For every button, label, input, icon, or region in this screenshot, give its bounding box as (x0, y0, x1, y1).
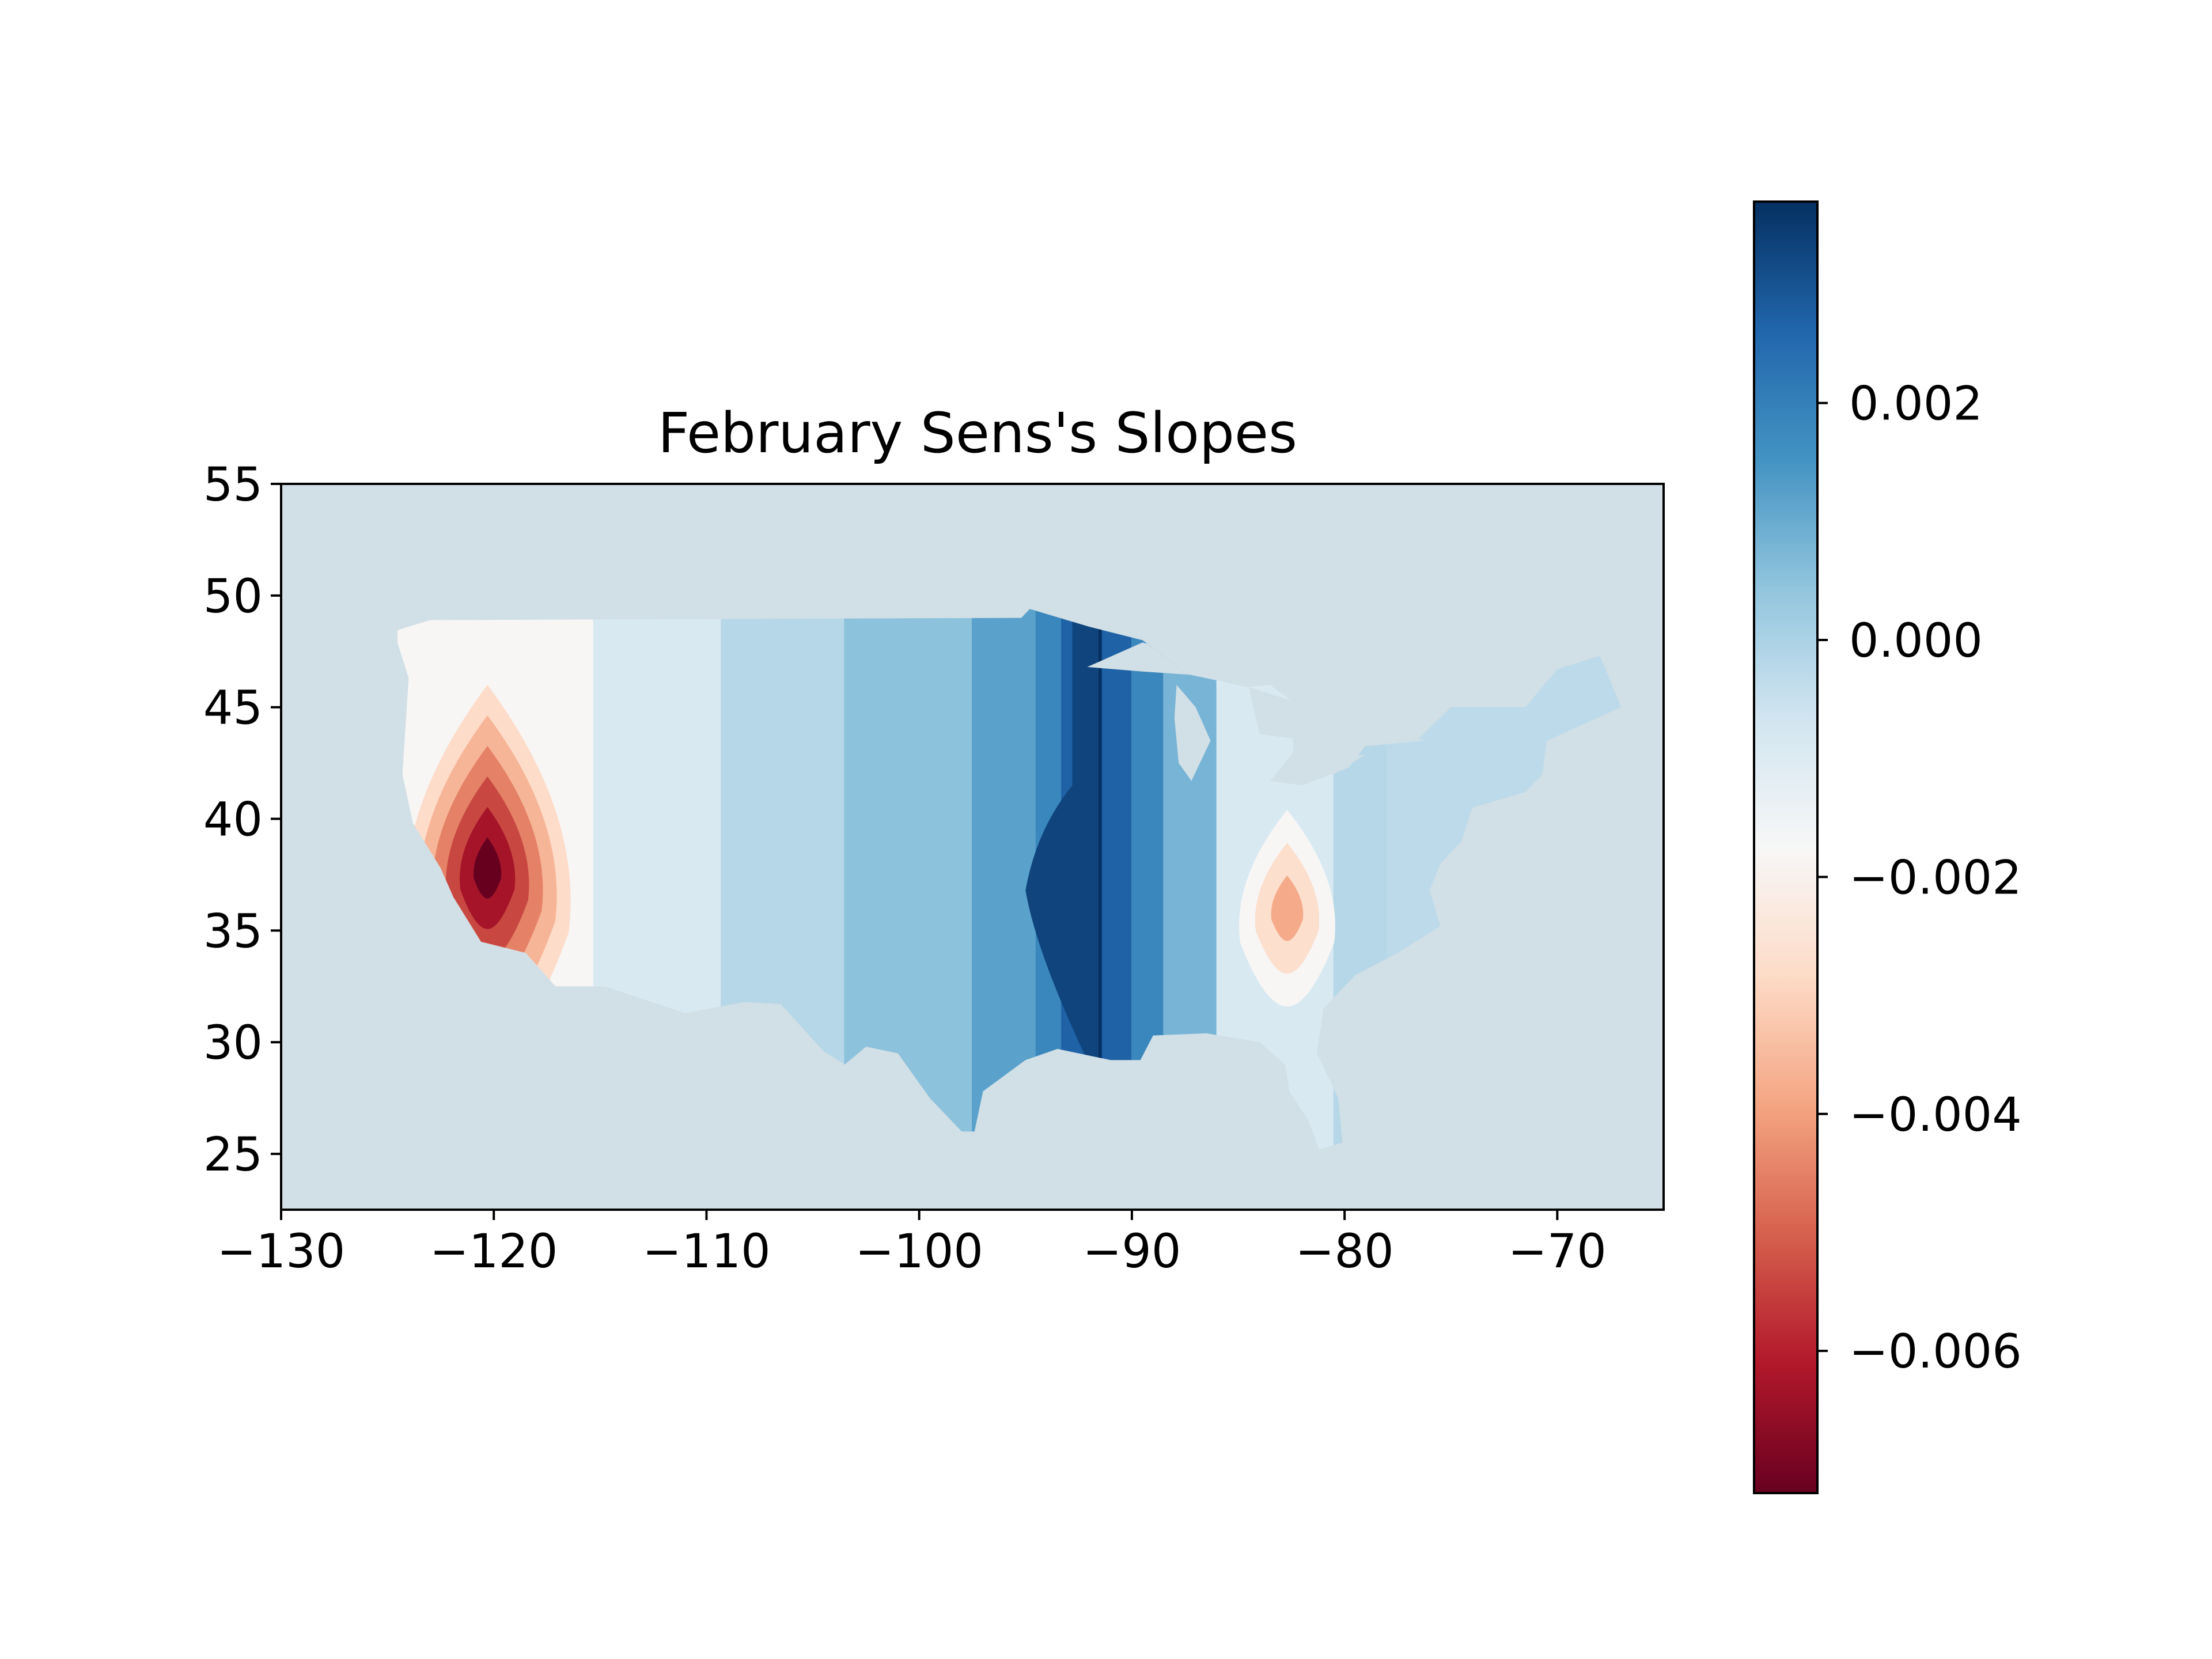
y-tick-label: 25 (203, 1128, 263, 1182)
colorbar: 0.002 0.000 −0.002 −0.004 −0.006 (1753, 200, 2022, 1494)
y-tick-label: 40 (203, 793, 263, 847)
lake (1174, 684, 1211, 781)
y-tick-label: 30 (203, 1016, 263, 1070)
map-axes: −130 −120 −110 −100 −90 −80 −70 25 30 35 40 45 50 55 (203, 458, 1665, 1279)
y-tick-label: 45 (203, 681, 263, 736)
y-tick-label: 55 (203, 458, 263, 512)
colorbar-tick-label: −0.004 (1849, 1088, 2022, 1142)
contour-level (1025, 611, 1103, 1065)
x-tick-label: −100 (855, 1225, 983, 1279)
x-tick-label: −70 (1508, 1225, 1607, 1279)
y-axis: 25 30 35 40 45 50 55 (203, 458, 281, 1182)
contour-level (474, 837, 502, 899)
colorbar-frame (1753, 200, 1819, 1494)
x-tick-label: −130 (217, 1225, 345, 1279)
x-tick-label: −110 (642, 1225, 770, 1279)
contour-level (1271, 875, 1304, 941)
colorbar-tick-label: −0.006 (1849, 1325, 2022, 1379)
x-tick-label: −80 (1296, 1225, 1394, 1279)
colorbar-tick-label: 0.000 (1849, 614, 1983, 668)
colorbar-ticks: 0.002 0.000 −0.002 −0.004 −0.006 (1817, 377, 2022, 1379)
colorbar-fill (1754, 202, 1817, 1493)
colorbar-tick-label: 0.002 (1849, 377, 1983, 431)
y-tick-label: 50 (203, 570, 263, 624)
chart-title: February Sens's Slopes (658, 401, 1297, 465)
x-axis: −130 −120 −110 −100 −90 −80 −70 (217, 1210, 1607, 1279)
x-tick-label: −120 (430, 1225, 558, 1279)
slope-band (972, 609, 1037, 1150)
colorbar-tick-label: −0.002 (1849, 851, 2022, 905)
lake (1249, 687, 1294, 738)
y-tick-label: 35 (203, 904, 263, 959)
x-tick-label: −90 (1082, 1225, 1181, 1279)
map-frame (280, 483, 1665, 1211)
